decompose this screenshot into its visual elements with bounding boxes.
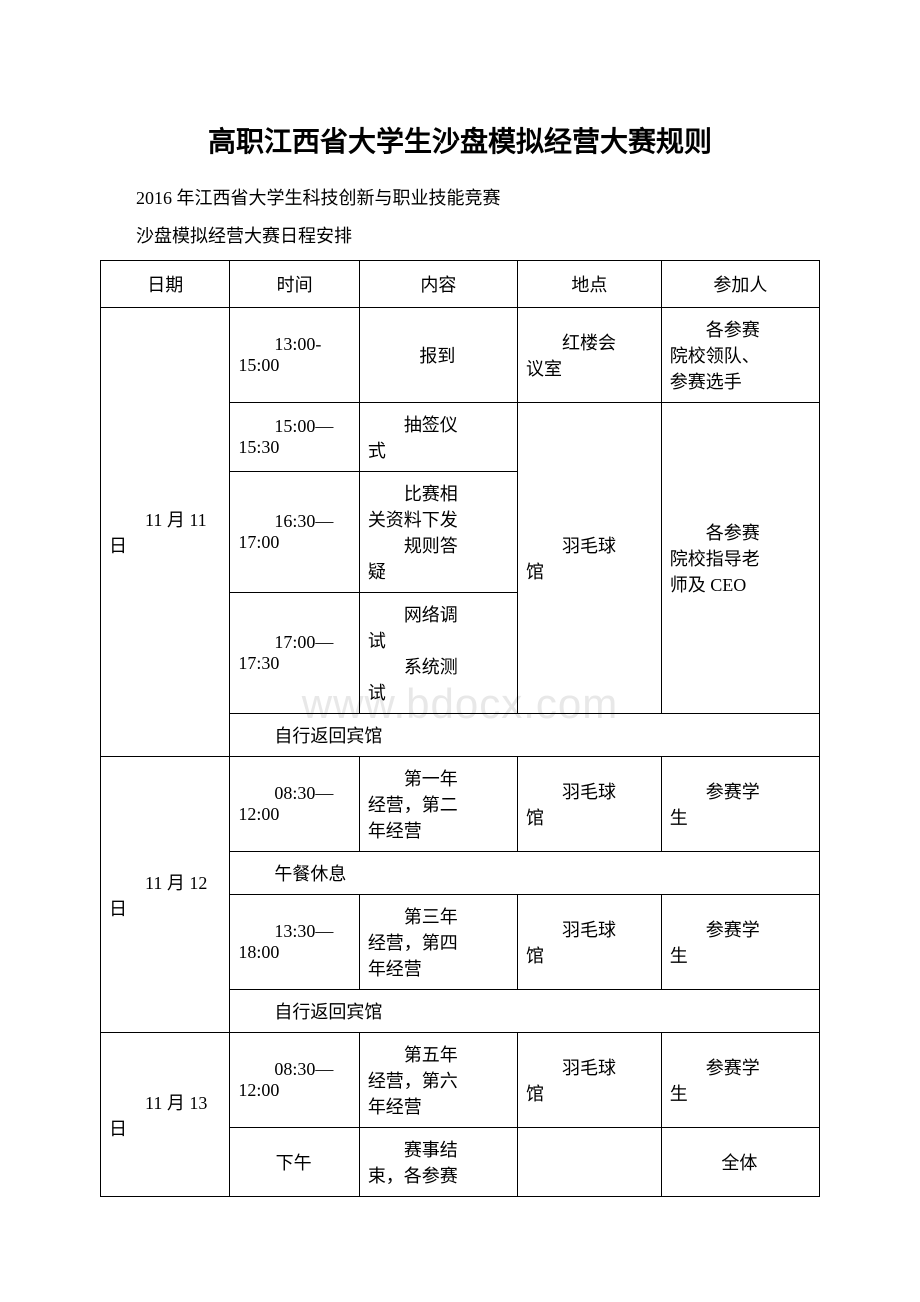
header-time: 时间 bbox=[230, 261, 359, 308]
header-location: 地点 bbox=[517, 261, 661, 308]
cell-content: 网络调 试 系统测 试 bbox=[359, 593, 517, 714]
table-header-row: 日期 时间 内容 地点 参加人 bbox=[101, 261, 820, 308]
cell-time: 08:30— 12:00 bbox=[230, 1033, 359, 1128]
cell-location: 红楼会 议室 bbox=[517, 308, 661, 403]
cell-location: 羽毛球 馆 bbox=[517, 403, 661, 714]
cell-content: 第一年 经营，第二 年经营 bbox=[359, 757, 517, 852]
cell-location: 羽毛球 馆 bbox=[517, 757, 661, 852]
cell-people: 参赛学 生 bbox=[661, 895, 819, 990]
cell-return: 自行返回宾馆 bbox=[230, 990, 820, 1033]
cell-time: 13:00- 15:00 bbox=[230, 308, 359, 403]
cell-people: 参赛学 生 bbox=[661, 757, 819, 852]
cell-people: 全体 bbox=[661, 1128, 819, 1197]
cell-location bbox=[517, 1128, 661, 1197]
cell-location: 羽毛球 馆 bbox=[517, 1033, 661, 1128]
document-title: 高职江西省大学生沙盘模拟经营大赛规则 bbox=[100, 120, 820, 160]
cell-date-day2: 11 月 12日 bbox=[101, 757, 230, 1033]
cell-lunch: 午餐休息 bbox=[230, 852, 820, 895]
cell-time: 17:00— 17:30 bbox=[230, 593, 359, 714]
subtitle-line-2: 沙盘模拟经营大赛日程安排 bbox=[100, 222, 820, 248]
header-people: 参加人 bbox=[661, 261, 819, 308]
cell-people: 各参赛 院校领队、 参赛选手 bbox=[661, 308, 819, 403]
table-row: 11 月 13日 08:30— 12:00 第五年 经营，第六 年经营 羽毛球 … bbox=[101, 1033, 820, 1128]
cell-content: 报到 bbox=[359, 308, 517, 403]
header-date: 日期 bbox=[101, 261, 230, 308]
table-row: 11 月 11日 13:00- 15:00 报到 红楼会 议室 各参赛 院校领队… bbox=[101, 308, 820, 403]
cell-date-day1: 11 月 11日 bbox=[101, 308, 230, 757]
cell-content: 抽签仪 式 bbox=[359, 403, 517, 472]
cell-content: 赛事结 束，各参赛 bbox=[359, 1128, 517, 1197]
cell-content: 第三年 经营，第四 年经营 bbox=[359, 895, 517, 990]
cell-time: 15:00— 15:30 bbox=[230, 403, 359, 472]
schedule-table-wrap: 日期 时间 内容 地点 参加人 11 月 11日 13:00- 15:00 报到 bbox=[100, 260, 820, 1197]
schedule-table: 日期 时间 内容 地点 参加人 11 月 11日 13:00- 15:00 报到 bbox=[100, 260, 820, 1197]
cell-time: 下午 bbox=[230, 1128, 359, 1197]
cell-time: 13:30— 18:00 bbox=[230, 895, 359, 990]
cell-time: 08:30— 12:00 bbox=[230, 757, 359, 852]
cell-time: 16:30— 17:00 bbox=[230, 472, 359, 593]
cell-return: 自行返回宾馆 bbox=[230, 714, 820, 757]
cell-people: 参赛学 生 bbox=[661, 1033, 819, 1128]
cell-date-day3: 11 月 13日 bbox=[101, 1033, 230, 1197]
cell-content: 第五年 经营，第六 年经营 bbox=[359, 1033, 517, 1128]
header-content: 内容 bbox=[359, 261, 517, 308]
subtitle-line-1: 2016 年江西省大学生科技创新与职业技能竞赛 bbox=[100, 184, 820, 210]
cell-people: 各参赛 院校指导老 师及 CEO bbox=[661, 403, 819, 714]
cell-location: 羽毛球 馆 bbox=[517, 895, 661, 990]
document-content: 高职江西省大学生沙盘模拟经营大赛规则 2016 年江西省大学生科技创新与职业技能… bbox=[100, 120, 820, 1197]
table-row: 11 月 12日 08:30— 12:00 第一年 经营，第二 年经营 羽毛球 … bbox=[101, 757, 820, 852]
cell-content: 比赛相 关资料下发 规则答 疑 bbox=[359, 472, 517, 593]
